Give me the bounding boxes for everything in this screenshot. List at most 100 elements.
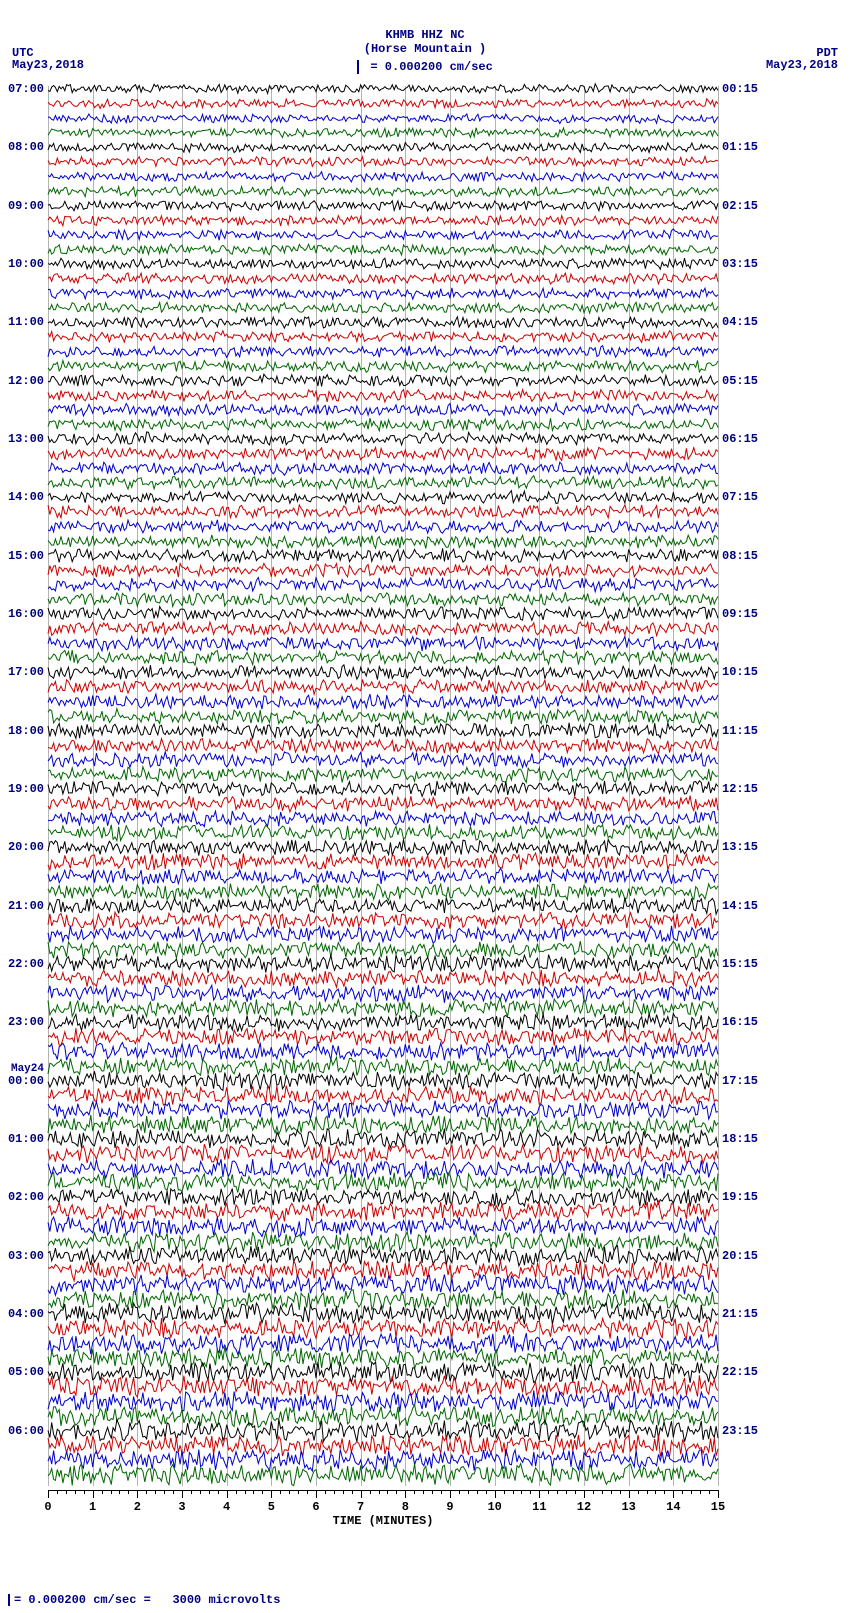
x-tick: [227, 1490, 228, 1498]
scale-text: = 0.000200 cm/sec: [363, 60, 493, 74]
time-label-right: 08:15: [722, 549, 758, 563]
date-right: May23,2018: [766, 58, 838, 72]
date-break-label: May24: [11, 1063, 44, 1075]
time-label-right: 04:15: [722, 315, 758, 329]
station-title: KHMB HHZ NC: [0, 28, 850, 42]
time-label-left: 22:00: [8, 957, 44, 971]
x-tick-label: 15: [711, 1500, 725, 1514]
time-label-right: 17:15: [722, 1074, 758, 1088]
x-tick-minor: [513, 1490, 514, 1494]
x-tick-minor: [700, 1490, 701, 1494]
time-label-right: 02:15: [722, 199, 758, 213]
x-tick-label: 1: [89, 1500, 96, 1514]
x-tick-minor: [620, 1490, 621, 1494]
header: KHMB HHZ NC (Horse Mountain ) = 0.000200…: [0, 28, 850, 74]
x-tick: [718, 1490, 719, 1498]
x-tick: [539, 1490, 540, 1498]
time-label-left: 10:00: [8, 257, 44, 271]
time-label-right: 07:15: [722, 490, 758, 504]
time-label-left: 05:00: [8, 1365, 44, 1379]
footer-bar-icon: [8, 1594, 10, 1606]
x-tick-label: 7: [357, 1500, 364, 1514]
x-tick-minor: [334, 1490, 335, 1494]
time-label-left: 07:00: [8, 82, 44, 96]
time-label-left: 21:00: [8, 899, 44, 913]
x-tick-label: 0: [44, 1500, 51, 1514]
time-label-left: 00:00: [8, 1074, 44, 1088]
x-tick-minor: [146, 1490, 147, 1494]
x-tick-minor: [396, 1490, 397, 1494]
x-tick-minor: [236, 1490, 237, 1494]
x-tick-minor: [459, 1490, 460, 1494]
x-tick-label: 4: [223, 1500, 230, 1514]
x-tick-minor: [155, 1490, 156, 1494]
x-tick-label: 6: [312, 1500, 319, 1514]
time-label-right: 22:15: [722, 1365, 758, 1379]
x-tick-minor: [352, 1490, 353, 1494]
x-tick-minor: [325, 1490, 326, 1494]
x-tick-minor: [504, 1490, 505, 1494]
x-tick-minor: [477, 1490, 478, 1494]
x-tick-minor: [102, 1490, 103, 1494]
x-tick-minor: [548, 1490, 549, 1494]
time-label-right: 06:15: [722, 432, 758, 446]
time-label-left: 01:00: [8, 1132, 44, 1146]
time-label-right: 13:15: [722, 840, 758, 854]
footer-text-2: 3000 microvolts: [172, 1593, 280, 1607]
x-axis-title: TIME (MINUTES): [333, 1514, 434, 1528]
time-label-left: 18:00: [8, 724, 44, 738]
x-tick-label: 2: [134, 1500, 141, 1514]
time-label-left: 16:00: [8, 607, 44, 621]
x-tick-label: 3: [178, 1500, 185, 1514]
x-tick-label: 5: [268, 1500, 275, 1514]
scale-indicator: = 0.000200 cm/sec: [0, 60, 850, 74]
x-tick-minor: [191, 1490, 192, 1494]
x-tick-minor: [709, 1490, 710, 1494]
time-label-right: 03:15: [722, 257, 758, 271]
footer-text-1: = 0.000200 cm/sec =: [14, 1593, 151, 1607]
x-tick-minor: [262, 1490, 263, 1494]
x-tick-minor: [638, 1490, 639, 1494]
time-label-right: 15:15: [722, 957, 758, 971]
time-label-left: 20:00: [8, 840, 44, 854]
time-label-right: 00:15: [722, 82, 758, 96]
x-tick-minor: [343, 1490, 344, 1494]
plot-area: 07:0000:1508:0001:1509:0002:1510:0003:15…: [48, 86, 718, 1486]
x-tick-minor: [253, 1490, 254, 1494]
time-label-left: 14:00: [8, 490, 44, 504]
x-tick: [361, 1490, 362, 1498]
x-tick-minor: [200, 1490, 201, 1494]
time-label-left: 02:00: [8, 1190, 44, 1204]
time-label-left: 04:00: [8, 1307, 44, 1321]
x-tick-minor: [289, 1490, 290, 1494]
time-label-left: 12:00: [8, 374, 44, 388]
x-tick: [271, 1490, 272, 1498]
seismogram-container: KHMB HHZ NC (Horse Mountain ) = 0.000200…: [0, 0, 850, 1613]
time-label-left: 17:00: [8, 665, 44, 679]
x-tick-minor: [245, 1490, 246, 1494]
station-subtitle: (Horse Mountain ): [0, 42, 850, 56]
time-label-left: 15:00: [8, 549, 44, 563]
x-tick: [316, 1490, 317, 1498]
x-tick-minor: [307, 1490, 308, 1494]
x-tick: [137, 1490, 138, 1498]
time-label-right: 01:15: [722, 140, 758, 154]
x-tick-minor: [682, 1490, 683, 1494]
x-tick-label: 12: [577, 1500, 591, 1514]
x-tick-minor: [387, 1490, 388, 1494]
x-tick-label: 10: [487, 1500, 501, 1514]
time-label-right: 11:15: [722, 724, 758, 738]
time-label-right: 14:15: [722, 899, 758, 913]
x-tick-minor: [655, 1490, 656, 1494]
x-tick: [405, 1490, 406, 1498]
time-label-right: 21:15: [722, 1307, 758, 1321]
x-tick-minor: [370, 1490, 371, 1494]
x-tick-minor: [128, 1490, 129, 1494]
x-tick-label: 9: [446, 1500, 453, 1514]
x-tick-minor: [441, 1490, 442, 1494]
time-label-right: 10:15: [722, 665, 758, 679]
x-tick: [450, 1490, 451, 1498]
time-label-left: 09:00: [8, 199, 44, 213]
x-tick-minor: [602, 1490, 603, 1494]
x-tick-minor: [173, 1490, 174, 1494]
